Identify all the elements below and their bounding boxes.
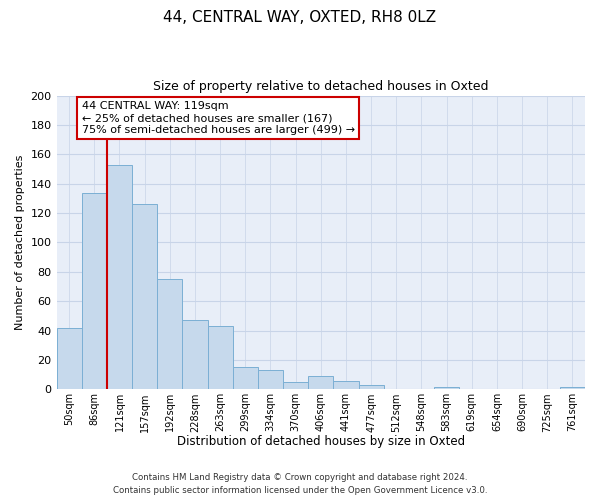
Bar bbox=[132, 204, 157, 390]
Y-axis label: Number of detached properties: Number of detached properties bbox=[15, 155, 25, 330]
Bar bbox=[334, 380, 359, 390]
Bar bbox=[560, 386, 585, 390]
Bar bbox=[258, 370, 283, 390]
Text: 44 CENTRAL WAY: 119sqm
← 25% of detached houses are smaller (167)
75% of semi-de: 44 CENTRAL WAY: 119sqm ← 25% of detached… bbox=[82, 102, 355, 134]
X-axis label: Distribution of detached houses by size in Oxted: Distribution of detached houses by size … bbox=[177, 434, 465, 448]
Text: 44, CENTRAL WAY, OXTED, RH8 0LZ: 44, CENTRAL WAY, OXTED, RH8 0LZ bbox=[163, 10, 437, 25]
Bar bbox=[434, 386, 459, 390]
Text: Contains HM Land Registry data © Crown copyright and database right 2024.
Contai: Contains HM Land Registry data © Crown c… bbox=[113, 473, 487, 495]
Bar bbox=[359, 385, 383, 390]
Bar bbox=[82, 192, 107, 390]
Title: Size of property relative to detached houses in Oxted: Size of property relative to detached ho… bbox=[153, 80, 488, 93]
Bar bbox=[182, 320, 208, 390]
Bar bbox=[208, 326, 233, 390]
Bar bbox=[308, 376, 334, 390]
Bar bbox=[283, 382, 308, 390]
Bar bbox=[157, 279, 182, 390]
Bar bbox=[233, 368, 258, 390]
Bar bbox=[107, 164, 132, 390]
Bar bbox=[56, 328, 82, 390]
